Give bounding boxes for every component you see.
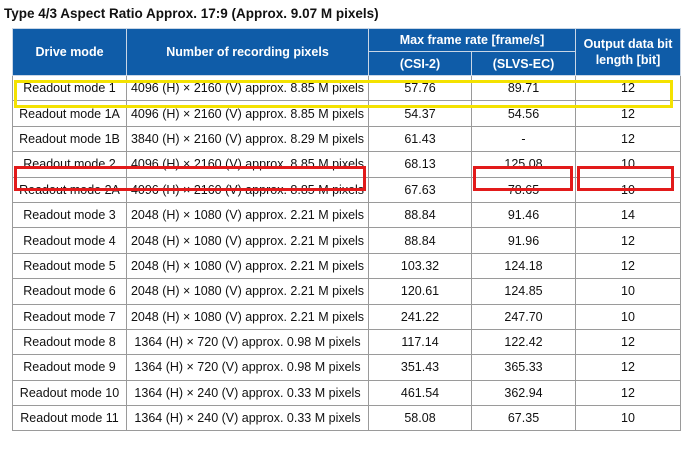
pixels-cell: 2048 (H) × 1080 (V) approx. 2.21 M pixel… bbox=[126, 303, 369, 330]
drive-mode-cell: Readout mode 3 bbox=[12, 201, 127, 229]
slvs-ec-rate-cell: 365.33 bbox=[471, 354, 576, 381]
header-max-frame-rate: Max frame rate [frame/s] bbox=[368, 28, 576, 52]
slvs-ec-rate-cell: 124.85 bbox=[471, 278, 576, 305]
table-row: Readout mode 2A 4096 (H) × 2160 (V) appro… bbox=[12, 176, 681, 203]
csi2-rate-cell: 241.22 bbox=[368, 303, 472, 330]
csi2-rate-cell: 68.13 bbox=[368, 151, 472, 178]
pixels-cell: 2048 (H) × 1080 (V) approx. 2.21 M pixel… bbox=[126, 278, 369, 305]
slvs-ec-rate-cell: 91.46 bbox=[471, 201, 576, 229]
bit-length-cell: 10 bbox=[575, 151, 681, 178]
pixels-cell: 1364 (H) × 720 (V) approx. 0.98 M pixels bbox=[126, 354, 369, 381]
csi2-rate-cell: 88.84 bbox=[368, 227, 472, 254]
drive-mode-cell: Readout mode 4 bbox=[12, 227, 127, 254]
table-row: Readout mode 10 1364 (H) × 240 (V) approx… bbox=[12, 379, 681, 407]
csi2-rate-cell: 88.84 bbox=[368, 201, 472, 229]
drive-mode-cell: Readout mode 7 bbox=[12, 303, 127, 330]
readout-mode-table: Drive mode Number of recording pixels Ma… bbox=[12, 28, 681, 432]
pixels-cell: 4096 (H) × 2160 (V) approx. 8.85 M pixel… bbox=[126, 74, 369, 102]
slvs-ec-rate-cell: - bbox=[471, 125, 576, 153]
table-row: Readout mode 7 2048 (H) × 1080 (V) approx… bbox=[12, 303, 681, 330]
csi2-rate-cell: 120.61 bbox=[368, 278, 472, 305]
bit-length-cell: 12 bbox=[575, 379, 681, 407]
table-row: Readout mode 1A 4096 (H) × 2160 (V) appro… bbox=[12, 100, 681, 127]
header-drive-mode: Drive mode bbox=[12, 28, 127, 76]
bit-length-cell: 10 bbox=[575, 303, 681, 330]
bit-length-cell: 14 bbox=[575, 201, 681, 229]
pixels-cell: 1364 (H) × 240 (V) approx. 0.33 M pixels bbox=[126, 405, 369, 432]
slvs-ec-rate-cell: 67.35 bbox=[471, 405, 576, 432]
table-row: Readout mode 11 1364 (H) × 240 (V) approx… bbox=[12, 405, 681, 432]
pixels-cell: 1364 (H) × 240 (V) approx. 0.33 M pixels bbox=[126, 379, 369, 407]
drive-mode-cell: Readout mode 1 bbox=[12, 74, 127, 102]
drive-mode-cell: Readout mode 10 bbox=[12, 379, 127, 407]
bit-length-cell: 12 bbox=[575, 74, 681, 102]
slvs-ec-rate-cell: 54.56 bbox=[471, 100, 576, 127]
drive-mode-cell: Readout mode 11 bbox=[12, 405, 127, 432]
csi2-rate-cell: 58.08 bbox=[368, 405, 472, 432]
table-row: Readout mode 1 4096 (H) × 2160 (V) approx… bbox=[12, 74, 681, 102]
slvs-ec-rate-cell: 122.42 bbox=[471, 328, 576, 356]
drive-mode-cell: Readout mode 5 bbox=[12, 252, 127, 280]
slvs-ec-rate-cell: 125.08 bbox=[471, 151, 576, 178]
pixels-cell: 2048 (H) × 1080 (V) approx. 2.21 M pixel… bbox=[126, 252, 369, 280]
bit-length-cell: 10 bbox=[575, 176, 681, 203]
header-recording-pixels: Number of recording pixels bbox=[126, 28, 369, 76]
slvs-ec-rate-cell: 89.71 bbox=[471, 74, 576, 102]
drive-mode-cell: Readout mode 1A bbox=[12, 100, 127, 127]
csi2-rate-cell: 461.54 bbox=[368, 379, 472, 407]
slvs-ec-rate-cell: 247.70 bbox=[471, 303, 576, 330]
table-row: Readout mode 6 2048 (H) × 1080 (V) approx… bbox=[12, 278, 681, 305]
pixels-cell: 1364 (H) × 720 (V) approx. 0.98 M pixels bbox=[126, 328, 369, 356]
pixels-cell: 4096 (H) × 2160 (V) approx. 8.85 M pixel… bbox=[126, 100, 369, 127]
bit-length-cell: 12 bbox=[575, 252, 681, 280]
pixels-cell: 2048 (H) × 1080 (V) approx. 2.21 M pixel… bbox=[126, 201, 369, 229]
csi2-rate-cell: 351.43 bbox=[368, 354, 472, 381]
pixels-cell: 3840 (H) × 2160 (V) approx. 8.29 M pixel… bbox=[126, 125, 369, 153]
csi2-rate-cell: 57.76 bbox=[368, 74, 472, 102]
bit-length-cell: 12 bbox=[575, 125, 681, 153]
pixels-cell: 4096 (H) × 2160 (V) approx. 8.85 M pixel… bbox=[126, 176, 369, 203]
header-csi2: (CSI-2) bbox=[368, 51, 472, 76]
bit-length-cell: 12 bbox=[575, 227, 681, 254]
drive-mode-cell: Readout mode 2 bbox=[12, 151, 127, 178]
table-row: Readout mode 5 2048 (H) × 1080 (V) approx… bbox=[12, 252, 681, 280]
drive-mode-cell: Readout mode 2A bbox=[12, 176, 127, 203]
table-row: Readout mode 8 1364 (H) × 720 (V) approx.… bbox=[12, 328, 681, 356]
table-row: Readout mode 9 1364 (H) × 720 (V) approx.… bbox=[12, 354, 681, 381]
bit-length-cell: 10 bbox=[575, 405, 681, 432]
table-row: Readout mode 4 2048 (H) × 1080 (V) approx… bbox=[12, 227, 681, 254]
header-slvs-ec: (SLVS-EC) bbox=[471, 51, 576, 76]
drive-mode-cell: Readout mode 8 bbox=[12, 328, 127, 356]
slvs-ec-rate-cell: 124.18 bbox=[471, 252, 576, 280]
table-row: Readout mode 1B 3840 (H) × 2160 (V) appro… bbox=[12, 125, 681, 153]
slvs-ec-rate-cell: 78.65 bbox=[471, 176, 576, 203]
drive-mode-cell: Readout mode 1B bbox=[12, 125, 127, 153]
pixels-cell: 2048 (H) × 1080 (V) approx. 2.21 M pixel… bbox=[126, 227, 369, 254]
bit-length-cell: 12 bbox=[575, 100, 681, 127]
drive-mode-cell: Readout mode 6 bbox=[12, 278, 127, 305]
slvs-ec-rate-cell: 362.94 bbox=[471, 379, 576, 407]
csi2-rate-cell: 61.43 bbox=[368, 125, 472, 153]
drive-mode-cell: Readout mode 9 bbox=[12, 354, 127, 381]
header-output-bit-length: Output data bit length [bit] bbox=[575, 28, 681, 76]
slvs-ec-rate-cell: 91.96 bbox=[471, 227, 576, 254]
csi2-rate-cell: 54.37 bbox=[368, 100, 472, 127]
pixels-cell: 4096 (H) × 2160 (V) approx. 8.85 M pixel… bbox=[126, 151, 369, 178]
bit-length-cell: 10 bbox=[575, 278, 681, 305]
bit-length-cell: 12 bbox=[575, 354, 681, 381]
csi2-rate-cell: 67.63 bbox=[368, 176, 472, 203]
bit-length-cell: 12 bbox=[575, 328, 681, 356]
table-row: Readout mode 2 4096 (H) × 2160 (V) approx… bbox=[12, 151, 681, 178]
csi2-rate-cell: 103.32 bbox=[368, 252, 472, 280]
table-row: Readout mode 3 2048 (H) × 1080 (V) approx… bbox=[12, 201, 681, 229]
csi2-rate-cell: 117.14 bbox=[368, 328, 472, 356]
table-title: Type 4/3 Aspect Ratio Approx. 17:9 (Appr… bbox=[4, 6, 379, 21]
